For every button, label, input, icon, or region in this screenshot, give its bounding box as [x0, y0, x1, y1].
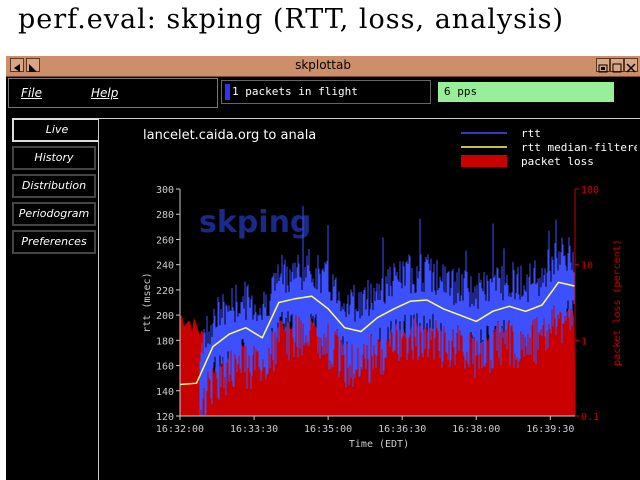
rtt-tick-label: 280 [156, 210, 174, 221]
rtt-ticks: 120 140 160 180 200 220 240 260 280 300 [156, 185, 180, 423]
rtt-median-line [179, 281, 576, 386]
loss-ticks: 0.1 1 10 100 [575, 185, 599, 423]
rate-indicator: 6 pps [438, 82, 614, 102]
rtt-tick-label: 140 [156, 387, 174, 398]
window-title: skplottab [295, 58, 351, 72]
chart-watermark: skping [199, 205, 311, 240]
tab-history[interactable]: History [12, 146, 96, 170]
file-menu[interactable]: File [21, 86, 42, 100]
in-flight-bar [225, 84, 230, 100]
loss-tick-label: 0.1 [581, 412, 599, 423]
packets-in-flight-indicator: 1 packets in flight [221, 80, 431, 104]
window-close-button[interactable] [624, 58, 638, 73]
triangle-corner-icon [29, 64, 37, 72]
time-ticks: 16:32:00 16:33:30 16:35:00 16:36:30 16:38:00… [156, 416, 574, 435]
loss-tick-label: 1 [581, 336, 587, 347]
triangle-left-icon [14, 64, 20, 72]
window-shade-button[interactable] [26, 58, 40, 72]
slide-title: perf.eval: skping (RTT, loss, analysis) [18, 4, 565, 35]
window-iconify-button[interactable] [596, 58, 610, 73]
tab-periodogram[interactable]: Periodogram [12, 202, 96, 226]
loss-axis-label: packet loss (percent) [612, 239, 623, 365]
tab-distribution[interactable]: Distribution [12, 174, 96, 198]
packets-in-flight-text: 1 packets in flight [232, 85, 358, 98]
time-axis-label: Time (EDT) [349, 439, 409, 450]
time-tick-label: 16:39:30 [526, 424, 574, 435]
rtt-tick-label: 180 [156, 336, 174, 347]
tab-live[interactable]: Live [12, 118, 102, 142]
legend-label-median: rtt median-filtered [521, 141, 637, 154]
loss-tick-label: 10 [581, 261, 593, 272]
loss-tick-label: 100 [581, 185, 599, 196]
rtt-tick-label: 200 [156, 311, 174, 322]
rtt-tick-label: 300 [156, 185, 174, 196]
rtt-axis-label: rtt (msec) [142, 272, 153, 332]
time-tick-label: 16:38:00 [452, 424, 500, 435]
time-tick-label: 16:33:30 [230, 424, 278, 435]
close-icon [626, 63, 636, 73]
chart-legend: rtt rtt median-filtered packet loss [461, 127, 637, 168]
time-tick-label: 16:36:30 [378, 424, 426, 435]
time-tick-label: 16:35:00 [304, 424, 352, 435]
rtt-tick-label: 160 [156, 362, 174, 373]
menu-bar: File Help [8, 78, 218, 108]
skplottab-window: skplottab File Help 1 packets in flight … [6, 56, 640, 480]
iconify-icon [598, 64, 608, 73]
window-maximize-button[interactable] [610, 58, 624, 73]
rtt-chart: skping 120 140 160 180 200 220 240 260 280 300 0.… [142, 127, 637, 450]
rate-text: 6 pps [444, 85, 478, 98]
legend-label-loss: packet loss [521, 155, 594, 168]
window-menu-button[interactable] [10, 58, 24, 72]
legend-swatch-loss [461, 155, 507, 167]
window-titlebar[interactable]: skplottab [6, 56, 640, 77]
rtt-tick-label: 120 [156, 412, 174, 423]
rtt-tick-label: 220 [156, 286, 174, 297]
rtt-series [199, 206, 575, 416]
rtt-tick-label: 260 [156, 235, 174, 246]
time-tick-label: 16:32:00 [156, 424, 204, 435]
tab-preferences[interactable]: Preferences [12, 230, 96, 254]
chart-title: lancelet.caida.org to anala [143, 128, 316, 143]
help-menu[interactable]: Help [91, 86, 119, 100]
maximize-icon [612, 63, 622, 73]
rtt-tick-label: 240 [156, 261, 174, 272]
legend-label-rtt: rtt [521, 127, 541, 140]
